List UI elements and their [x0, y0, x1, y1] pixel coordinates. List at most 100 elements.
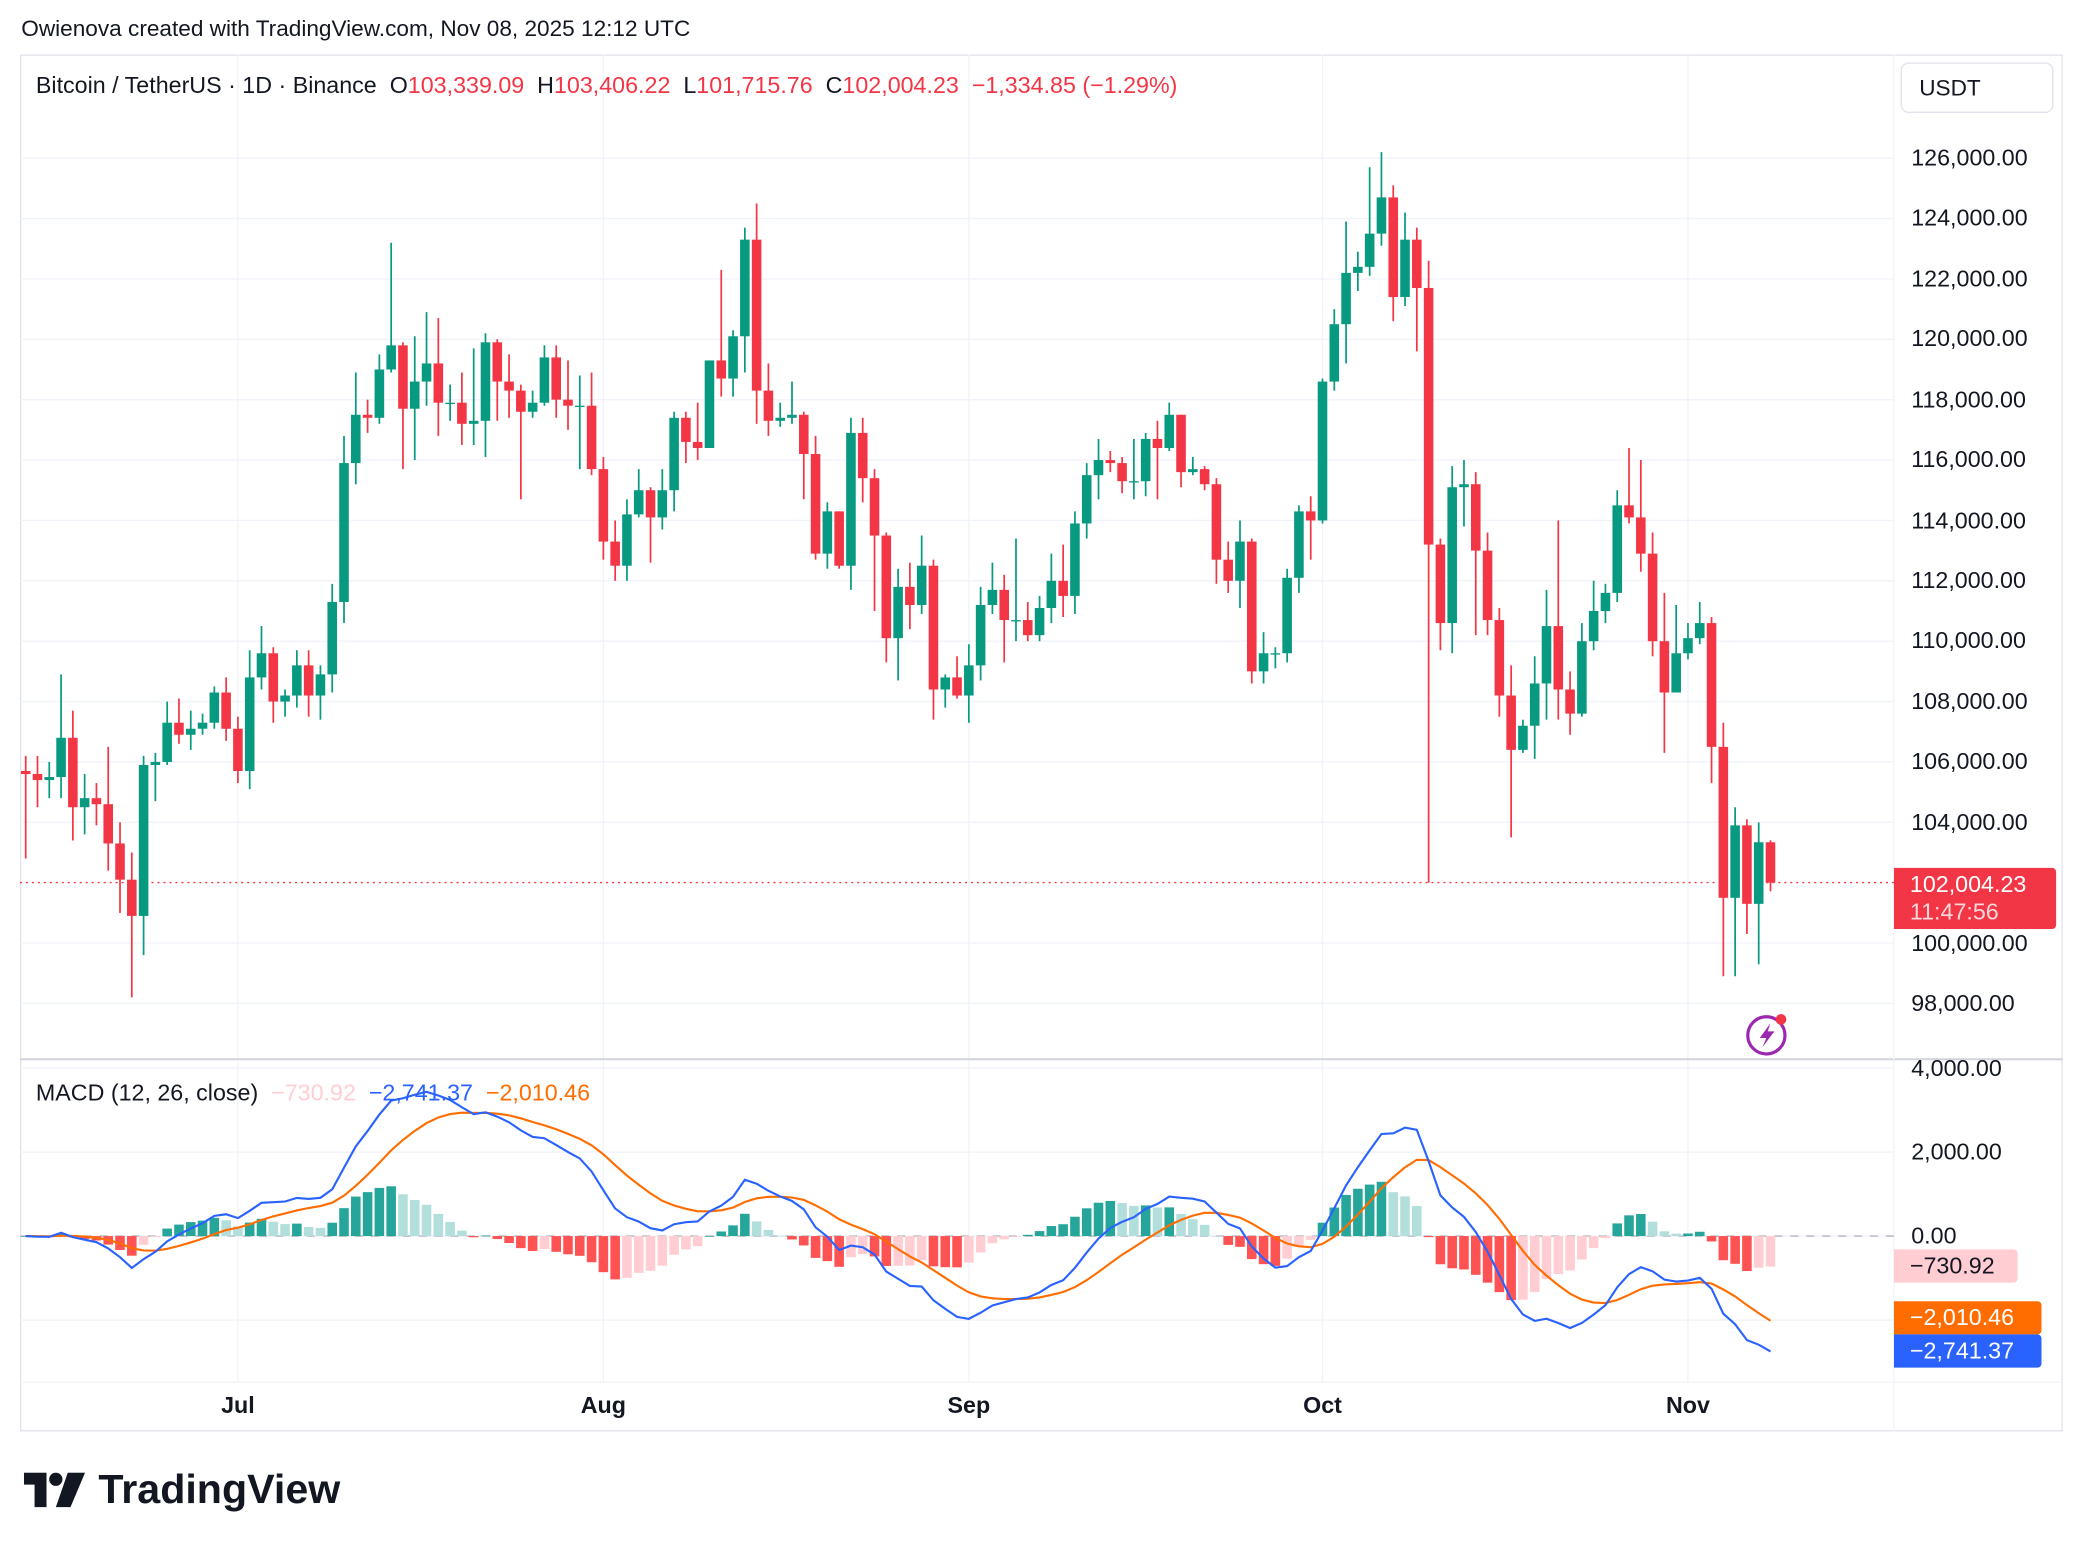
macd-signal-tag: −2,010.46 — [1893, 1301, 2042, 1335]
macd-histogram-bar — [127, 1236, 137, 1256]
candle-body — [68, 737, 78, 808]
macd-line-value: −2,741.37 — [368, 1079, 473, 1106]
candle-body — [1093, 460, 1104, 476]
candle-body — [174, 722, 184, 735]
candle-body — [1518, 725, 1528, 750]
candle-body — [1176, 414, 1186, 473]
candle — [810, 435, 821, 560]
price-tick-label: 114,000.00 — [1911, 506, 2026, 534]
candle — [1081, 463, 1092, 539]
candle-body — [1305, 511, 1316, 521]
candle — [280, 689, 290, 717]
candle — [728, 330, 738, 397]
candle-body — [846, 432, 856, 566]
candle-body — [669, 417, 679, 491]
macd-tick-label: 2,000.00 — [1911, 1138, 2002, 1165]
candle-body — [1588, 611, 1599, 642]
macd-histogram-bar — [1730, 1236, 1740, 1264]
macd-histogram-bar — [1718, 1236, 1729, 1261]
macd-histogram-bar — [1565, 1236, 1575, 1271]
candle — [1235, 520, 1245, 608]
candle — [633, 469, 644, 518]
macd-histogram-bar — [1400, 1196, 1410, 1237]
candle — [1400, 212, 1410, 307]
price-tick-label: 122,000.00 — [1911, 264, 2028, 292]
chart-frame — [19, 54, 2063, 1432]
last-price-tag: 102,004.23 11:47:56 — [1893, 867, 2057, 930]
candle-body — [928, 565, 939, 690]
candle — [1034, 595, 1045, 642]
candle-body — [1482, 550, 1493, 621]
candle — [1541, 589, 1552, 720]
macd-histogram-bar — [563, 1236, 573, 1255]
macd-tick-label: 0.00 — [1911, 1222, 1957, 1249]
candle-body — [657, 490, 668, 518]
macd-histogram-bar — [622, 1236, 632, 1278]
macd-histogram-bar — [1412, 1206, 1422, 1237]
candle-body — [457, 402, 467, 424]
candle — [869, 469, 880, 612]
candle-body — [115, 843, 125, 880]
macd-histogram-bar — [1683, 1233, 1693, 1237]
candle — [1152, 420, 1163, 500]
alert-lightning-icon[interactable] — [1745, 1011, 1790, 1056]
tradingview-logo[interactable]: TradingView — [23, 1466, 340, 1514]
candle-body — [1541, 626, 1552, 684]
candle — [138, 755, 149, 956]
candle-body — [1435, 544, 1446, 624]
candle — [457, 372, 467, 445]
macd-histogram-bar — [197, 1220, 208, 1237]
candle-body — [1742, 825, 1752, 904]
candle-body — [869, 478, 880, 536]
macd-line-tag: −2,741.37 — [1893, 1334, 2042, 1368]
macd-histogram-bar — [1176, 1213, 1186, 1237]
candle-body — [681, 417, 691, 442]
macd-title[interactable]: MACD (12, 26, close) — [35, 1079, 259, 1106]
candle-body — [539, 357, 550, 403]
macd-histogram-bar — [1659, 1231, 1670, 1237]
macd-line — [25, 1090, 1772, 1353]
price-tick-label: 104,000.00 — [1911, 808, 2028, 835]
candle — [1730, 807, 1740, 977]
candle-body — [964, 665, 974, 696]
candle-body — [1683, 638, 1693, 654]
candle-body — [598, 469, 609, 542]
candle — [1612, 490, 1623, 602]
currency-button[interactable]: USDT — [1900, 62, 2054, 113]
candle-body — [1706, 623, 1717, 747]
macd-histogram-bar — [256, 1218, 267, 1237]
macd-histogram-bar — [940, 1236, 951, 1268]
price-tick-label: 108,000.00 — [1911, 687, 2028, 715]
candle-body — [857, 432, 868, 479]
candle-body — [1612, 505, 1623, 593]
macd-histogram-bar — [869, 1236, 880, 1257]
candle-body — [91, 798, 102, 805]
candle — [1600, 583, 1611, 624]
last-price-value: 102,004.23 — [1909, 870, 2027, 898]
macd-histogram-bar — [881, 1236, 892, 1266]
candle — [1494, 607, 1505, 717]
close-label: C — [825, 71, 843, 99]
candle-body — [327, 601, 338, 675]
candle-body — [386, 345, 396, 370]
candle — [1683, 623, 1693, 660]
price-tick-label: 116,000.00 — [1911, 446, 2026, 473]
candle-body — [787, 414, 797, 418]
candle — [1482, 532, 1493, 636]
candle — [162, 701, 172, 765]
candle — [1388, 185, 1399, 322]
candle-body — [268, 653, 279, 702]
macd-histogram-bar — [480, 1235, 491, 1237]
macd-histogram-bar — [633, 1236, 644, 1273]
candle — [1164, 402, 1175, 451]
candle-body — [1636, 517, 1646, 554]
macd-histogram-bar — [244, 1222, 255, 1237]
macd-histogram-bar — [893, 1236, 903, 1266]
macd-histogram-bar — [669, 1236, 679, 1255]
candle — [374, 354, 385, 424]
open-label: O — [389, 71, 408, 99]
symbol-title[interactable]: Bitcoin / TetherUS · 1D · Binance — [35, 71, 377, 99]
candle-body — [1223, 559, 1233, 581]
macd-histogram-bar — [916, 1236, 927, 1261]
